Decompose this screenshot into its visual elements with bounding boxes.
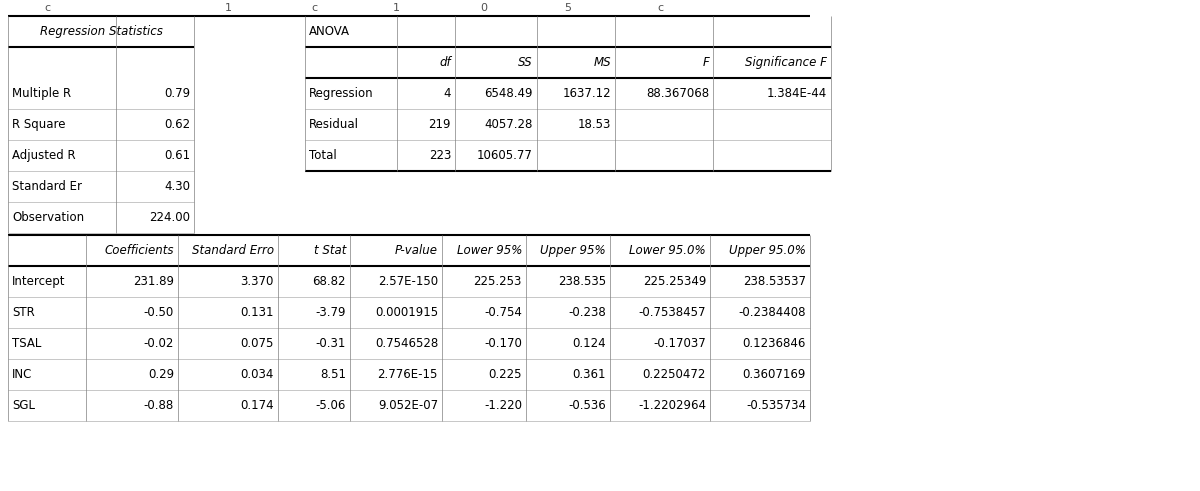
Text: Observation: Observation: [12, 211, 84, 224]
Text: 0.62: 0.62: [164, 118, 190, 131]
Text: 223: 223: [428, 149, 451, 162]
Text: 0.225: 0.225: [488, 368, 522, 381]
Text: Standard Er: Standard Er: [12, 180, 82, 193]
Text: 1.384E-44: 1.384E-44: [767, 87, 827, 100]
Text: Regression: Regression: [310, 87, 373, 100]
Text: 2.57E-150: 2.57E-150: [378, 275, 438, 288]
Text: 0.131: 0.131: [240, 306, 274, 319]
Text: c: c: [656, 3, 664, 13]
Text: 231.89: 231.89: [133, 275, 174, 288]
Text: 0.3607169: 0.3607169: [743, 368, 806, 381]
Text: 1: 1: [392, 3, 400, 13]
Text: -0.170: -0.170: [484, 337, 522, 350]
Text: Multiple R: Multiple R: [12, 87, 71, 100]
Text: TSAL: TSAL: [12, 337, 41, 350]
Text: 0.29: 0.29: [148, 368, 174, 381]
Text: STR: STR: [12, 306, 35, 319]
Text: Standard Erro: Standard Erro: [192, 244, 274, 257]
Text: Coefficients: Coefficients: [104, 244, 174, 257]
Text: 1637.12: 1637.12: [563, 87, 611, 100]
Text: -1.220: -1.220: [484, 399, 522, 412]
Text: 0.0001915: 0.0001915: [374, 306, 438, 319]
Text: ANOVA: ANOVA: [310, 25, 350, 38]
Text: 238.535: 238.535: [558, 275, 606, 288]
Text: 238.53537: 238.53537: [743, 275, 806, 288]
Text: 0.124: 0.124: [572, 337, 606, 350]
Text: -0.535734: -0.535734: [746, 399, 806, 412]
Text: 88.367068: 88.367068: [646, 87, 709, 100]
Text: Residual: Residual: [310, 118, 359, 131]
Text: 0.7546528: 0.7546528: [374, 337, 438, 350]
Text: -0.536: -0.536: [569, 399, 606, 412]
Text: 4057.28: 4057.28: [485, 118, 533, 131]
Text: 8.51: 8.51: [320, 368, 346, 381]
Text: Upper 95.0%: Upper 95.0%: [730, 244, 806, 257]
Text: 0.361: 0.361: [572, 368, 606, 381]
Text: 0.174: 0.174: [240, 399, 274, 412]
Text: SGL: SGL: [12, 399, 35, 412]
Text: Lower 95.0%: Lower 95.0%: [629, 244, 706, 257]
Text: 4.30: 4.30: [164, 180, 190, 193]
Text: Regression Statistics: Regression Statistics: [40, 25, 162, 38]
Text: -3.79: -3.79: [316, 306, 346, 319]
Text: 225.25349: 225.25349: [643, 275, 706, 288]
Text: F: F: [702, 56, 709, 69]
Text: 225.253: 225.253: [474, 275, 522, 288]
Text: c: c: [44, 3, 50, 13]
Text: 0.075: 0.075: [241, 337, 274, 350]
Text: R Square: R Square: [12, 118, 66, 131]
Text: -5.06: -5.06: [316, 399, 346, 412]
Text: 0.1236846: 0.1236846: [743, 337, 806, 350]
Text: MS: MS: [593, 56, 611, 69]
Text: 219: 219: [428, 118, 451, 131]
Text: -0.50: -0.50: [144, 306, 174, 319]
Text: SS: SS: [518, 56, 533, 69]
Text: -0.7538457: -0.7538457: [638, 306, 706, 319]
Text: 2.776E-15: 2.776E-15: [378, 368, 438, 381]
Text: 0.2250472: 0.2250472: [643, 368, 706, 381]
Text: Significance F: Significance F: [745, 56, 827, 69]
Text: t Stat: t Stat: [313, 244, 346, 257]
Text: 3.370: 3.370: [241, 275, 274, 288]
Text: Lower 95%: Lower 95%: [457, 244, 522, 257]
Text: df: df: [439, 56, 451, 69]
Text: 0.79: 0.79: [164, 87, 190, 100]
Text: 224.00: 224.00: [149, 211, 190, 224]
Text: -0.2384408: -0.2384408: [738, 306, 806, 319]
Text: 0: 0: [480, 3, 487, 13]
Text: 0.034: 0.034: [241, 368, 274, 381]
Text: 4: 4: [444, 87, 451, 100]
Text: INC: INC: [12, 368, 32, 381]
Text: -0.238: -0.238: [569, 306, 606, 319]
Text: -0.88: -0.88: [144, 399, 174, 412]
Text: 10605.77: 10605.77: [478, 149, 533, 162]
Text: P-value: P-value: [395, 244, 438, 257]
Text: c: c: [311, 3, 317, 13]
Text: Adjusted R: Adjusted R: [12, 149, 76, 162]
Text: Intercept: Intercept: [12, 275, 66, 288]
Text: 68.82: 68.82: [312, 275, 346, 288]
Text: -1.2202964: -1.2202964: [638, 399, 706, 412]
Text: 0.61: 0.61: [164, 149, 190, 162]
Text: Upper 95%: Upper 95%: [540, 244, 606, 257]
Text: -0.31: -0.31: [316, 337, 346, 350]
Text: 9.052E-07: 9.052E-07: [378, 399, 438, 412]
Text: -0.754: -0.754: [484, 306, 522, 319]
Text: 6548.49: 6548.49: [485, 87, 533, 100]
Text: -0.17037: -0.17037: [653, 337, 706, 350]
Text: 5: 5: [564, 3, 571, 13]
Text: 1: 1: [224, 3, 232, 13]
Text: 18.53: 18.53: [577, 118, 611, 131]
Text: -0.02: -0.02: [144, 337, 174, 350]
Text: Total: Total: [310, 149, 337, 162]
